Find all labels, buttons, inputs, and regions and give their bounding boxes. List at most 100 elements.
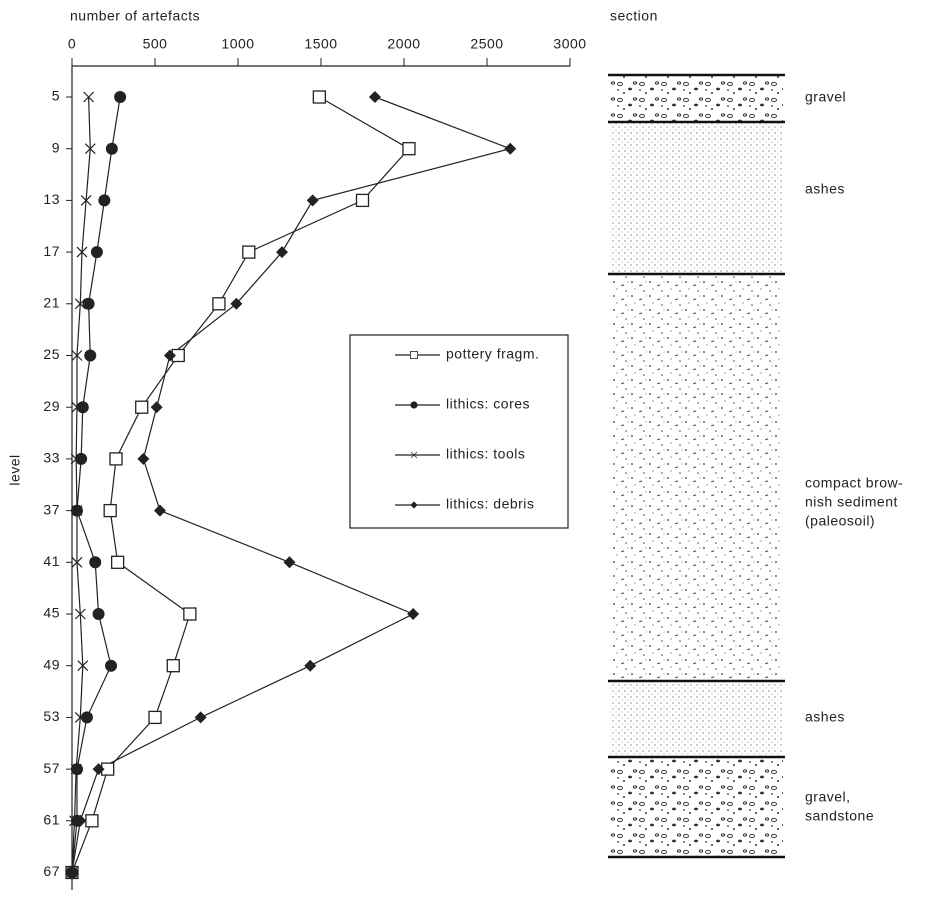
marker: [106, 143, 118, 155]
x-tick-label: 0: [68, 36, 76, 52]
marker: [110, 453, 122, 465]
layer-ashes: [610, 681, 783, 757]
section-label: nish sediment: [805, 494, 898, 510]
marker: [77, 401, 89, 413]
marker-diamond: [369, 91, 381, 103]
marker: [307, 194, 319, 206]
marker-square: [110, 453, 122, 465]
marker-diamond: [195, 711, 207, 723]
marker-circle: [93, 608, 105, 620]
marker: [369, 91, 381, 103]
legend-label: pottery fragm.: [446, 346, 539, 362]
legend-label: lithics: cores: [446, 396, 530, 412]
section-label: compact brow-: [805, 475, 903, 491]
marker: [151, 401, 163, 413]
marker: [410, 401, 417, 408]
marker: [93, 608, 105, 620]
marker-diamond: [151, 401, 163, 413]
layer-gravel: [610, 757, 783, 857]
marker: [91, 246, 103, 258]
marker-circle: [91, 246, 103, 258]
marker: [86, 815, 98, 827]
marker-circle: [84, 350, 96, 362]
x-tick-label: 2500: [470, 36, 503, 52]
marker: [137, 453, 149, 465]
marker-diamond: [137, 453, 149, 465]
marker-square: [167, 660, 179, 672]
marker-square: [213, 298, 225, 310]
section-label: gravel,: [805, 789, 851, 805]
marker: [167, 660, 179, 672]
marker-diamond: [504, 143, 516, 155]
y-tick-label: 25: [43, 346, 60, 362]
y-tick-label: 67: [43, 863, 60, 879]
y-tick-label: 29: [43, 398, 60, 414]
marker-circle: [89, 556, 101, 568]
section-label: ashes: [805, 709, 845, 725]
x-axis-label: number of artefacts: [70, 8, 200, 24]
marker: [114, 91, 126, 103]
section-title: section: [610, 8, 658, 24]
marker-square: [410, 351, 417, 358]
y-tick-label: 49: [43, 656, 60, 672]
marker-diamond: [304, 660, 316, 672]
marker: [283, 556, 295, 568]
marker-square: [112, 556, 124, 568]
x-tick-label: 3000: [553, 36, 586, 52]
marker-square: [104, 505, 116, 517]
y-axis-label: level: [7, 454, 23, 485]
marker-circle: [105, 660, 117, 672]
marker-circle: [81, 711, 93, 723]
marker: [105, 660, 117, 672]
marker: [243, 246, 255, 258]
legend-label: lithics: debris: [446, 496, 534, 512]
figure: number of artefacts level section 050010…: [0, 0, 925, 902]
y-tick-label: 9: [52, 139, 60, 155]
x-tick-label: 1500: [304, 36, 337, 52]
marker-circle: [106, 143, 118, 155]
marker: [403, 143, 415, 155]
x-tick-label: 500: [143, 36, 168, 52]
marker-square: [243, 246, 255, 258]
marker-square: [136, 401, 148, 413]
marker-square: [184, 608, 196, 620]
marker: [407, 608, 419, 620]
y-tick-label: 41: [43, 553, 60, 569]
marker: [184, 608, 196, 620]
y-tick-label: 13: [43, 191, 60, 207]
y-tick-label: 5: [52, 88, 60, 104]
marker: [81, 711, 93, 723]
marker-square: [86, 815, 98, 827]
marker-square: [313, 91, 325, 103]
marker-square: [149, 711, 161, 723]
marker: [112, 556, 124, 568]
marker-diamond: [407, 608, 419, 620]
marker-diamond: [154, 505, 166, 517]
marker: [504, 143, 516, 155]
marker-circle: [114, 91, 126, 103]
section-label: gravel: [805, 89, 846, 105]
marker: [195, 711, 207, 723]
y-tick-label: 53: [43, 708, 60, 724]
marker: [104, 505, 116, 517]
marker-diamond: [307, 194, 319, 206]
y-tick-label: 33: [43, 450, 60, 466]
y-tick-label: 17: [43, 243, 60, 259]
y-tick-label: 57: [43, 760, 60, 776]
marker: [357, 194, 369, 206]
layer-gravel: [610, 75, 783, 122]
section-column: [608, 75, 785, 857]
section-label: sandstone: [805, 808, 874, 824]
marker: [136, 401, 148, 413]
marker: [98, 194, 110, 206]
marker: [213, 298, 225, 310]
marker: [84, 350, 96, 362]
marker: [304, 660, 316, 672]
legend-label: lithics: tools: [446, 446, 525, 462]
y-tick-label: 61: [43, 812, 60, 828]
layer-paleosoil: [610, 274, 783, 681]
x-tick-label: 2000: [387, 36, 420, 52]
marker: [313, 91, 325, 103]
y-tick-label: 37: [43, 501, 60, 517]
marker-square: [357, 194, 369, 206]
